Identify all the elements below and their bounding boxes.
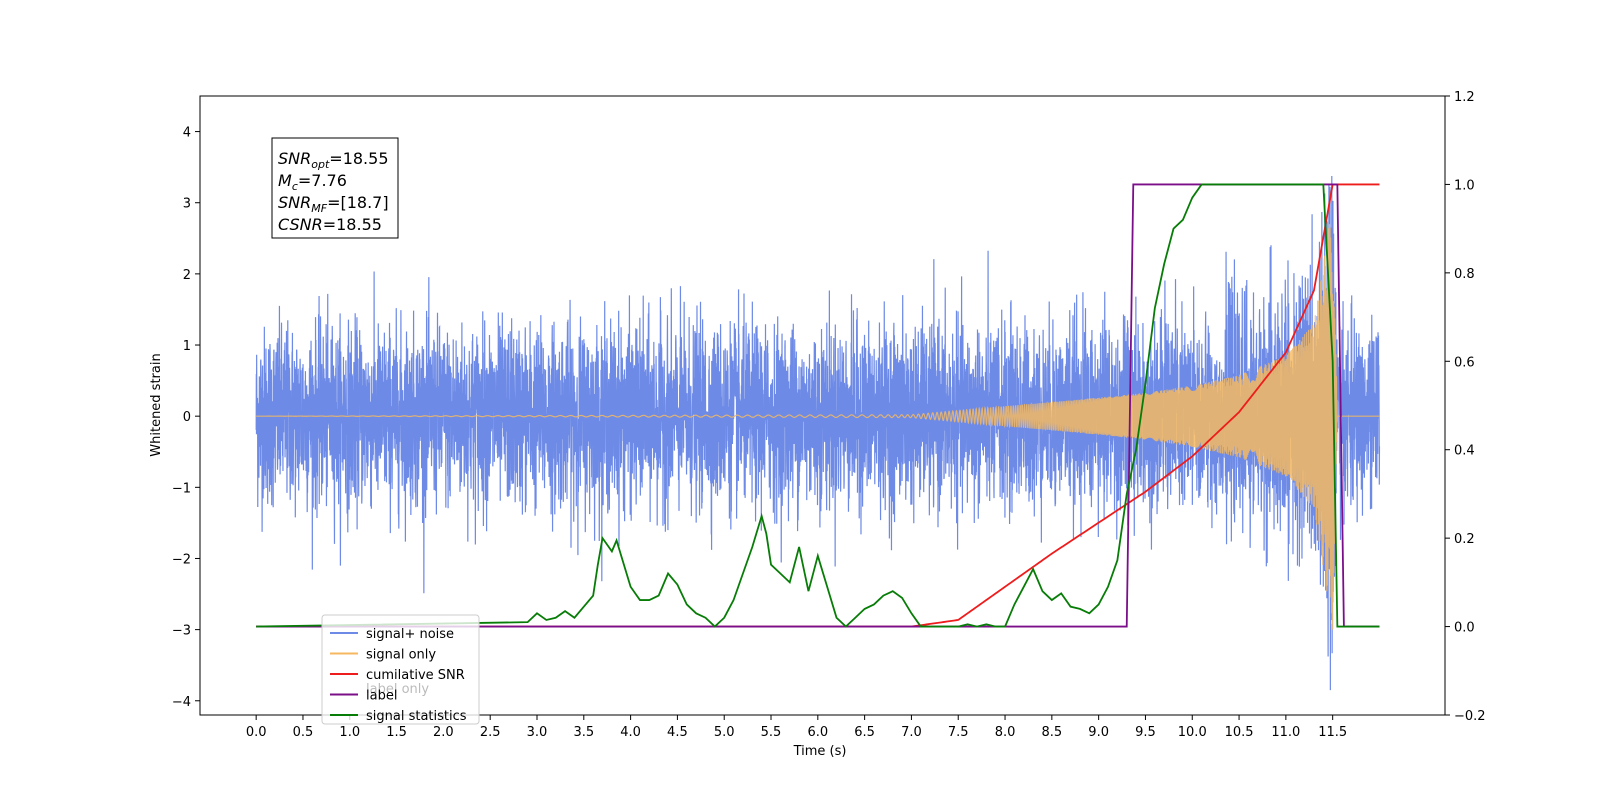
x-tick-label: 10.0 [1178, 725, 1207, 740]
annotation-box: SNRopt=18.55Mc=7.76SNRMF=[18.7]CSNR=18.5… [271, 137, 399, 239]
plot-frame [199, 95, 1446, 716]
y-tick-label-right: 0.4 [1454, 444, 1475, 459]
x-tick-label: 5.5 [761, 725, 782, 740]
y-tick-label-right: 0.2 [1454, 532, 1475, 547]
x-tick-label: 0.0 [246, 725, 267, 740]
x-tick-label: 4.0 [620, 725, 641, 740]
x-tick-label: 8.0 [995, 725, 1016, 740]
y-tick-label-left: −3 [172, 624, 191, 639]
legend: label only signal+ noise signal only cumil… [321, 614, 480, 725]
y-tick-label-left: 1 [183, 339, 191, 354]
legend-entry-label: signal only [366, 648, 436, 663]
legend-entry-label: label [366, 689, 397, 704]
x-tick-label: 0.5 [293, 725, 314, 740]
legend-entry-label: signal statistics [366, 709, 467, 724]
x-tick-label: 2.0 [433, 725, 454, 740]
annotation-frame [271, 137, 399, 239]
x-tick-label: 9.0 [1088, 725, 1109, 740]
legend-entry-label: cumilative SNR [366, 668, 465, 683]
x-tick-label: 10.5 [1225, 725, 1254, 740]
legend-frame [321, 614, 480, 725]
x-tick-label: 6.5 [854, 725, 875, 740]
y-tick-label-left: 2 [183, 268, 191, 283]
series-signal-statistics [256, 183, 1380, 628]
x-tick-label: 4.5 [667, 725, 688, 740]
x-tick-label: 7.0 [901, 725, 922, 740]
y-tick-label-right: 0.0 [1454, 621, 1475, 636]
x-tick-label: 11.0 [1271, 725, 1300, 740]
legend-entry-label: signal+ noise [366, 627, 454, 642]
x-tick-label: 1.0 [339, 725, 360, 740]
x-tick-label: 7.5 [948, 725, 969, 740]
y-tick-label-right: 1.0 [1454, 178, 1475, 193]
annotation-line: Mc=7.76 [278, 171, 347, 193]
annotation-line: SNRMF=[18.7] [278, 193, 389, 215]
x-tick-label: 3.0 [527, 725, 548, 740]
y-tick-label-left: 0 [183, 410, 191, 425]
x-tick-label: 8.5 [1041, 725, 1062, 740]
y-tick-label-left: 3 [183, 197, 191, 212]
y-tick-label-right: 0.6 [1454, 355, 1475, 370]
y-tick-label-left: 4 [183, 126, 191, 141]
y-axis-left: −4 −3 −2 −1 0 1 2 3 4 [172, 126, 200, 710]
x-axis-label: Time (s) [793, 744, 847, 759]
x-tick-label: 6.0 [807, 725, 828, 740]
x-tick-label: 1.5 [386, 725, 407, 740]
x-tick-label: 11.5 [1318, 725, 1347, 740]
x-tick-label: 9.5 [1135, 725, 1156, 740]
y-axis-right: −0.2 0.0 0.2 0.4 0.6 0.8 1.0 1.2 [1445, 90, 1486, 724]
series-signal-only [256, 224, 1380, 630]
x-tick-label: 2.5 [480, 725, 501, 740]
annotation-line: CSNR=18.55 [278, 215, 382, 234]
series-signal-noise [255, 176, 1381, 691]
y-axis-label-left: Whitened strain [149, 353, 164, 456]
x-axis: 0.0 0.5 1.0 1.5 2.0 2.5 3.0 3.5 4.0 4.5 5.0 5.5 6.0 6… [246, 715, 1347, 740]
y-tick-label-left: −1 [172, 481, 191, 496]
annotation-line: SNRopt=18.55 [278, 149, 389, 171]
y-tick-label-left: −2 [172, 552, 191, 567]
y-tick-label-left: −4 [172, 695, 191, 710]
x-tick-label: 3.5 [573, 725, 594, 740]
y-tick-label-right: 0.8 [1454, 267, 1475, 282]
y-tick-label-right: −0.2 [1454, 709, 1486, 724]
legend-overlap-text: label only [366, 682, 429, 697]
y-tick-label-right: 1.2 [1454, 90, 1475, 105]
x-tick-label: 5.0 [714, 725, 735, 740]
